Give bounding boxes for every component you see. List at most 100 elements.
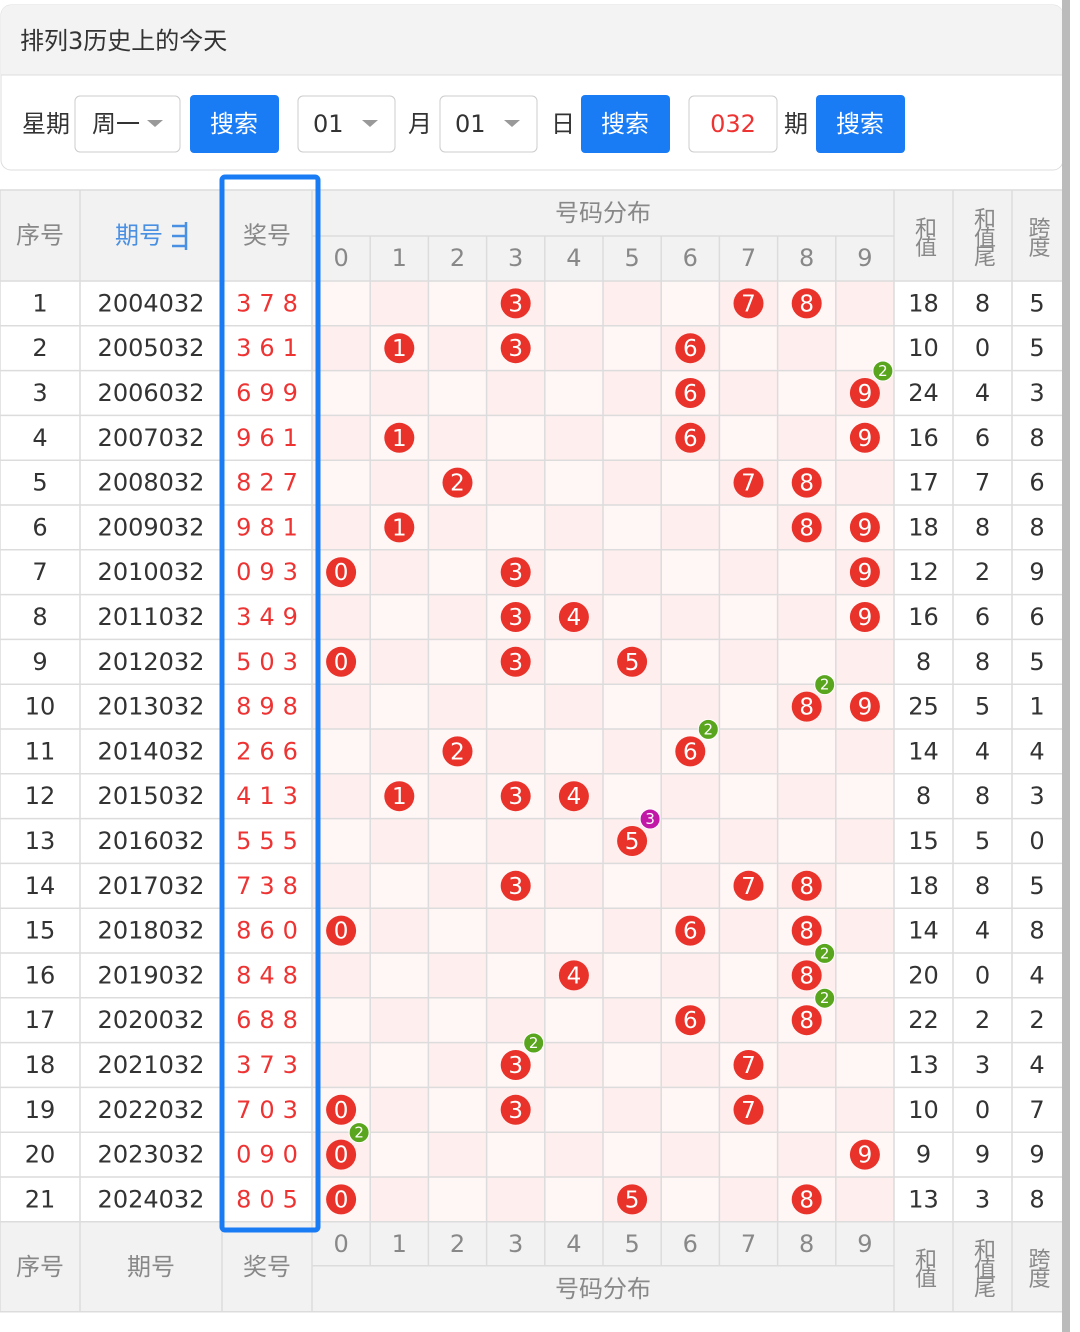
number-ball [500,870,531,901]
dist-cell [428,370,487,416]
repeat-badge [872,360,894,382]
dist-cell [428,773,487,819]
weekday-select[interactable] [74,95,181,153]
dist-cell [777,729,836,774]
stat-span: 0 [1029,827,1044,855]
dist-cell [486,908,545,953]
stat-tail: 2 [975,558,990,586]
number-ball [384,333,415,364]
dist-cell [661,594,720,640]
dist-cell [486,505,545,550]
stat-span: 8 [1029,513,1044,541]
stat-span: 2 [1029,1006,1044,1034]
page-title: 排列3历史上的今天 [20,27,227,55]
dist-cell [428,818,487,864]
day-select[interactable] [439,95,538,153]
number-ball [500,1050,531,1080]
ball-digit: 4 [567,963,582,989]
dist-cell [544,460,603,505]
ball-digit: 3 [508,336,523,362]
stat-sum: 10 [908,334,939,362]
search-button[interactable] [190,95,279,153]
stat-tail: 4 [975,737,990,765]
number-ball [791,467,822,498]
stat-tail: 8 [975,289,990,317]
digit-header: 8 [799,1230,814,1258]
stat-sum: 15 [908,827,939,855]
stat-span: 9 [1029,558,1044,586]
issue-number: 2022032 [98,1096,205,1124]
draw-number: 805 [236,1185,306,1213]
draw-number: 699 [236,379,306,407]
ball-digit: 3 [508,1098,523,1124]
ball-digit: 2 [450,739,465,765]
issue-number: 2013032 [98,693,205,721]
dist-cell [661,1132,720,1177]
column-header: 号码分布 [555,199,651,227]
dist-cell [544,281,603,326]
column-header: 奖号 [243,222,291,250]
month-select[interactable] [297,95,396,153]
stat-tail: 8 [975,782,990,810]
title-bar [1,5,1063,75]
dist-cell [370,460,429,505]
dist-cell [719,549,778,595]
row-number: 20 [25,1141,56,1169]
draw-number: 378 [236,289,306,317]
dist-cell [719,415,778,461]
dist-cell [603,863,662,909]
stat-span: 4 [1029,1051,1044,1079]
number-ball [558,960,589,991]
digit-header: 6 [683,244,698,272]
issue-number: 2005032 [98,334,205,362]
stat-span: 1 [1029,693,1044,721]
dist-cell [370,370,429,416]
row-number: 14 [25,872,56,900]
issue-number: 2009032 [98,513,205,541]
search-button[interactable] [581,95,670,153]
row-number: 13 [25,827,56,855]
dist-cell [486,1132,545,1177]
draw-number: 373 [236,1051,306,1079]
column-header: 序号 [16,222,64,250]
repeat-badge [814,942,836,964]
issue-input[interactable] [688,95,778,153]
dist-cell [603,281,662,326]
ball-digit: 7 [741,471,756,497]
ball-digit: 8 [799,695,814,721]
weekday-value: 周一 [92,110,140,138]
stat-tail: 0 [975,961,990,989]
ball-digit: 9 [858,515,873,541]
weekday-label: 星期 [22,110,70,138]
scrollbar [1062,0,1070,1332]
stat-span: 5 [1029,648,1044,676]
digit-header: 4 [566,1230,581,1258]
dist-cell [312,729,371,774]
repeat-count: 2 [820,989,830,1007]
issue-number: 2019032 [98,961,205,989]
ball-digit: 9 [858,426,873,452]
ball-digit: 6 [683,426,698,452]
repeat-badge [814,674,836,696]
dist-cell [370,684,429,729]
ball-digit: 0 [334,650,349,676]
digit-header: 4 [566,244,581,272]
stat-span: 6 [1029,469,1044,497]
number-ball [733,1094,764,1125]
digit-header: 3 [508,1230,523,1258]
stat-tail: 7 [975,469,990,497]
stat-span: 8 [1029,424,1044,452]
number-ball [733,467,764,498]
digit-header: 9 [857,244,872,272]
dropdown-arrow [504,120,520,127]
number-ball [733,870,764,901]
dist-cell [777,415,836,461]
search-button[interactable] [816,95,905,153]
dist-cell [312,773,371,819]
dist-cell [544,415,603,461]
draw-number: 981 [236,513,306,541]
dist-cell [777,1042,836,1088]
dist-cell [835,281,894,326]
dist-cell [661,953,720,998]
